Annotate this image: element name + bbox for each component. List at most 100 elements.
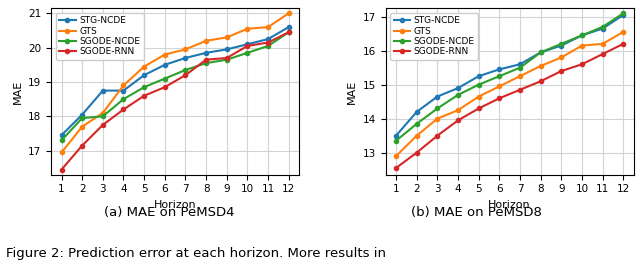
Y-axis label: MAE: MAE [348, 79, 357, 103]
SGODE-NCDE [475, 83, 483, 86]
STG-NCDE [599, 27, 607, 30]
SGODE-NCDE [264, 44, 272, 48]
GTS [392, 155, 400, 158]
SGODE-RNN [182, 73, 189, 77]
SGODE-NCDE [578, 34, 586, 37]
SGODE-NCDE [537, 51, 545, 54]
GTS [475, 95, 483, 98]
SGODE-NCDE [285, 31, 292, 34]
X-axis label: Horizon: Horizon [488, 200, 531, 210]
SGODE-RNN [537, 80, 545, 83]
STG-NCDE [285, 25, 292, 29]
SGODE-RNN [599, 52, 607, 56]
GTS [202, 39, 210, 42]
SGODE-RNN [78, 144, 86, 147]
GTS [578, 44, 586, 47]
SGODE-NCDE [557, 42, 565, 46]
GTS [99, 111, 107, 115]
GTS [557, 56, 565, 59]
STG-NCDE [392, 134, 400, 137]
SGODE-RNN [578, 63, 586, 66]
STG-NCDE [557, 44, 565, 47]
SGODE-RNN [516, 88, 524, 91]
SGODE-NCDE [182, 68, 189, 72]
STG-NCDE [161, 63, 168, 67]
SGODE-NCDE [202, 61, 210, 65]
Line: GTS: GTS [60, 11, 291, 155]
Y-axis label: MAE: MAE [13, 79, 22, 103]
STG-NCDE [202, 51, 210, 55]
STG-NCDE [223, 48, 230, 51]
SGODE-RNN [433, 134, 441, 137]
STG-NCDE [182, 56, 189, 60]
Legend: STG-NCDE, GTS, SGODE-NCDE, SGODE-RNN: STG-NCDE, GTS, SGODE-NCDE, SGODE-RNN [390, 13, 478, 60]
GTS [454, 108, 462, 112]
STG-NCDE [495, 68, 503, 71]
SGODE-NCDE [161, 77, 168, 80]
SGODE-RNN [620, 42, 627, 46]
SGODE-NCDE [454, 93, 462, 96]
GTS [537, 64, 545, 68]
SGODE-NCDE [599, 25, 607, 28]
SGODE-NCDE [244, 51, 252, 55]
SGODE-RNN [58, 168, 65, 171]
GTS [495, 85, 503, 88]
GTS [182, 48, 189, 51]
SGODE-RNN [495, 97, 503, 100]
SGODE-NCDE [78, 116, 86, 120]
SGODE-NCDE [223, 58, 230, 61]
Text: (b) MAE on PeMSD8: (b) MAE on PeMSD8 [412, 206, 542, 219]
GTS [78, 125, 86, 128]
SGODE-RNN [140, 94, 148, 97]
Line: STG-NCDE: STG-NCDE [60, 25, 291, 137]
GTS [161, 53, 168, 56]
SGODE-RNN [202, 58, 210, 61]
SGODE-NCDE [120, 97, 127, 101]
X-axis label: Horizon: Horizon [154, 200, 196, 210]
STG-NCDE [264, 37, 272, 41]
STG-NCDE [620, 13, 627, 17]
STG-NCDE [140, 73, 148, 77]
Line: SGODE-NCDE: SGODE-NCDE [60, 30, 291, 143]
SGODE-RNN [285, 31, 292, 34]
Line: GTS: GTS [394, 30, 625, 158]
SGODE-RNN [223, 56, 230, 60]
SGODE-NCDE [392, 139, 400, 143]
STG-NCDE [244, 43, 252, 46]
GTS [120, 84, 127, 87]
Line: SGODE-NCDE: SGODE-NCDE [394, 11, 625, 143]
SGODE-NCDE [99, 115, 107, 118]
SGODE-RNN [392, 166, 400, 170]
SGODE-RNN [413, 151, 420, 154]
SGODE-RNN [120, 108, 127, 111]
STG-NCDE [58, 133, 65, 137]
Text: Figure 2: Prediction error at each horizon. More results in: Figure 2: Prediction error at each horiz… [6, 247, 387, 260]
GTS [516, 75, 524, 78]
STG-NCDE [120, 89, 127, 92]
GTS [223, 36, 230, 39]
GTS [620, 30, 627, 34]
STG-NCDE [475, 75, 483, 78]
STG-NCDE [99, 89, 107, 92]
SGODE-RNN [475, 107, 483, 110]
GTS [599, 42, 607, 46]
GTS [433, 117, 441, 120]
GTS [264, 25, 272, 29]
SGODE-RNN [557, 69, 565, 73]
STG-NCDE [413, 110, 420, 114]
Line: SGODE-RNN: SGODE-RNN [394, 42, 625, 170]
GTS [285, 12, 292, 15]
SGODE-RNN [244, 44, 252, 48]
GTS [58, 151, 65, 154]
SGODE-NCDE [495, 75, 503, 78]
SGODE-RNN [454, 119, 462, 122]
STG-NCDE [454, 87, 462, 90]
SGODE-NCDE [433, 107, 441, 110]
SGODE-NCDE [413, 122, 420, 125]
SGODE-NCDE [140, 85, 148, 89]
SGODE-RNN [161, 85, 168, 89]
SGODE-NCDE [516, 66, 524, 69]
SGODE-RNN [99, 123, 107, 127]
Legend: STG-NCDE, GTS, SGODE-NCDE, SGODE-RNN: STG-NCDE, GTS, SGODE-NCDE, SGODE-RNN [56, 13, 144, 60]
SGODE-NCDE [58, 139, 65, 142]
